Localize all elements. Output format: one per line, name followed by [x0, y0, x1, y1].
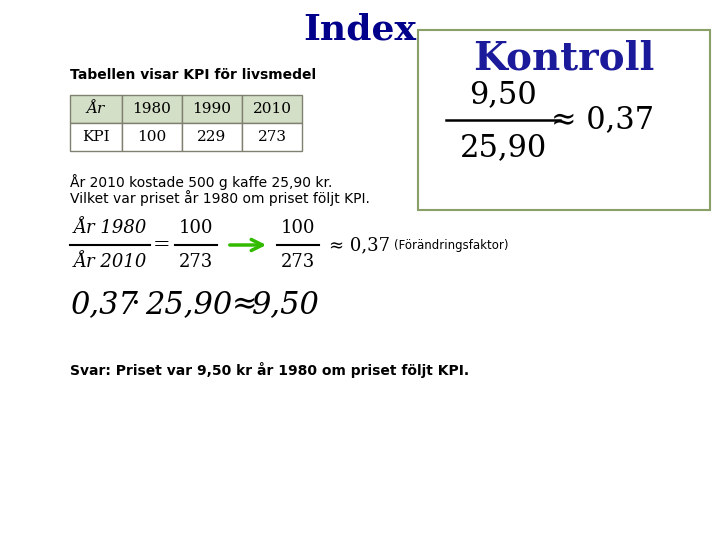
Text: ≈: ≈ — [232, 289, 258, 321]
Text: Tabellen visar KPI för livsmedel: Tabellen visar KPI för livsmedel — [70, 68, 316, 82]
Text: 100: 100 — [281, 219, 315, 237]
Text: =: = — [153, 235, 171, 254]
Text: 100: 100 — [138, 130, 166, 144]
Text: 273: 273 — [281, 253, 315, 271]
Text: Kontroll: Kontroll — [473, 39, 654, 77]
Text: 2010: 2010 — [253, 102, 292, 116]
Text: 1980: 1980 — [132, 102, 171, 116]
Text: 0,37: 0,37 — [70, 289, 138, 321]
Text: Svar: Priset var 9,50 kr år 1980 om priset följt KPI.: Svar: Priset var 9,50 kr år 1980 om pris… — [70, 362, 469, 378]
Text: Index: Index — [304, 13, 416, 47]
FancyBboxPatch shape — [122, 123, 182, 151]
Text: 25,90: 25,90 — [459, 132, 546, 164]
FancyBboxPatch shape — [418, 30, 710, 210]
Text: 273: 273 — [258, 130, 287, 144]
Text: 25,90: 25,90 — [145, 289, 233, 321]
Text: År: År — [87, 102, 105, 116]
Text: Vilket var priset år 1980 om priset följt KPI.: Vilket var priset år 1980 om priset följ… — [70, 190, 370, 206]
Text: 1990: 1990 — [192, 102, 232, 116]
Text: (Förändringsfaktor): (Förändringsfaktor) — [394, 239, 508, 252]
Text: ≈ 0,37: ≈ 0,37 — [552, 105, 654, 136]
Text: 100: 100 — [179, 219, 213, 237]
Text: År 2010: År 2010 — [73, 253, 147, 271]
FancyBboxPatch shape — [182, 123, 242, 151]
FancyBboxPatch shape — [122, 95, 182, 123]
FancyBboxPatch shape — [70, 95, 122, 123]
FancyBboxPatch shape — [242, 123, 302, 151]
Text: ≈ 0,37: ≈ 0,37 — [329, 236, 390, 254]
Text: 229: 229 — [197, 130, 227, 144]
Text: KPI: KPI — [82, 130, 110, 144]
Text: År 1980: År 1980 — [73, 219, 147, 237]
Text: 273: 273 — [179, 253, 213, 271]
FancyBboxPatch shape — [182, 95, 242, 123]
FancyBboxPatch shape — [70, 123, 122, 151]
FancyBboxPatch shape — [242, 95, 302, 123]
Text: 9,50: 9,50 — [469, 79, 537, 111]
Text: År 2010 kostade 500 g kaffe 25,90 kr.: År 2010 kostade 500 g kaffe 25,90 kr. — [70, 174, 333, 190]
Text: ·: · — [130, 289, 140, 321]
Text: 9,50: 9,50 — [252, 289, 320, 321]
